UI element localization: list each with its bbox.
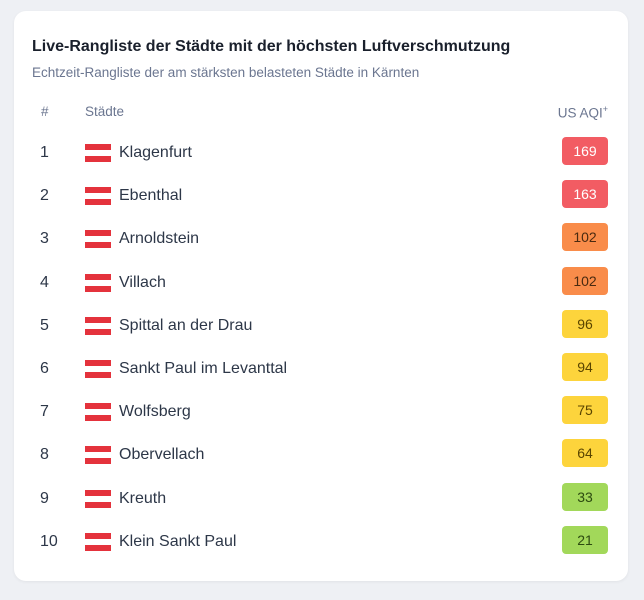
aqi-badge: 163 <box>562 180 608 209</box>
table-row[interactable]: 7 Wolfsberg 75 <box>14 395 628 438</box>
table-row[interactable]: 1 Klagenfurt 169 <box>14 136 628 179</box>
rank-number: 2 <box>40 187 49 205</box>
aqi-badge: 96 <box>562 309 608 338</box>
rank-number: 9 <box>40 489 49 507</box>
rank-number: 4 <box>40 273 49 291</box>
table-header: # Städte US AQI+ <box>14 102 628 122</box>
aqi-badge: 169 <box>562 137 608 165</box>
rank-number: 10 <box>40 532 58 550</box>
city-name-link[interactable]: Ebenthal <box>119 187 183 205</box>
aqi-column-header-label: US AQI <box>557 105 603 121</box>
city-name-link[interactable]: Arnoldstein <box>119 230 200 248</box>
aqi-badge: 94 <box>562 352 608 381</box>
city-column-header: Städte <box>85 104 125 119</box>
austria-flag-icon <box>85 230 111 249</box>
aqi-column-header[interactable]: US AQI+ <box>558 104 608 121</box>
rank-number: 5 <box>40 316 49 334</box>
ranking-list: 1 Klagenfurt 169 2 Ebenthal 163 3 Arnoldstein 10… <box>14 136 628 568</box>
city-name-link[interactable]: Obervellach <box>119 446 205 464</box>
city-name-link[interactable]: Wolfsberg <box>119 403 191 421</box>
aqi-info-mark: + <box>602 104 608 114</box>
rank-number: 7 <box>40 403 49 421</box>
table-row[interactable]: 3 Arnoldstein 102 <box>14 222 628 265</box>
table-row[interactable]: 4 Villach 102 <box>14 266 628 309</box>
aqi-badge: 64 <box>562 439 608 468</box>
aqi-badge: 21 <box>562 525 608 554</box>
aqi-badge: 75 <box>562 396 608 425</box>
city-name-link[interactable]: Sankt Paul im Levanttal <box>119 359 288 377</box>
aqi-badge: 102 <box>562 223 608 252</box>
austria-flag-icon <box>85 489 111 508</box>
austria-flag-icon <box>85 144 111 162</box>
aqi-badge: 33 <box>562 482 608 511</box>
austria-flag-icon <box>85 359 111 378</box>
ranking-card: Live-Rangliste der Städte mit der höchst… <box>14 11 628 581</box>
austria-flag-icon <box>85 446 111 465</box>
austria-flag-icon <box>85 187 111 206</box>
aqi-badge: 102 <box>562 266 608 295</box>
city-name-link[interactable]: Klagenfurt <box>119 144 192 161</box>
table-row[interactable]: 9 Kreuth 33 <box>14 482 628 525</box>
rank-number: 3 <box>40 230 49 248</box>
table-row[interactable]: 2 Ebenthal 163 <box>14 179 628 222</box>
table-row[interactable]: 10 Klein Sankt Paul 21 <box>14 525 628 568</box>
austria-flag-icon <box>85 273 111 292</box>
rank-number: 1 <box>40 144 49 161</box>
rank-column-header: # <box>41 104 49 119</box>
rank-number: 6 <box>40 359 49 377</box>
city-name-link[interactable]: Spittal an der Drau <box>119 316 253 334</box>
city-name-link[interactable]: Kreuth <box>119 489 167 507</box>
city-name-link[interactable]: Villach <box>119 273 166 291</box>
austria-flag-icon <box>85 403 111 422</box>
card-subtitle: Echtzeit-Rangliste der am stärksten bela… <box>32 65 420 80</box>
card-title: Live-Rangliste der Städte mit der höchst… <box>32 38 511 55</box>
city-name-link[interactable]: Klein Sankt Paul <box>119 532 237 550</box>
table-row[interactable]: 6 Sankt Paul im Levanttal 94 <box>14 352 628 395</box>
table-row[interactable]: 5 Spittal an der Drau 96 <box>14 309 628 352</box>
austria-flag-icon <box>85 532 111 551</box>
austria-flag-icon <box>85 316 111 335</box>
rank-number: 8 <box>40 446 49 464</box>
table-row[interactable]: 8 Obervellach 64 <box>14 438 628 481</box>
